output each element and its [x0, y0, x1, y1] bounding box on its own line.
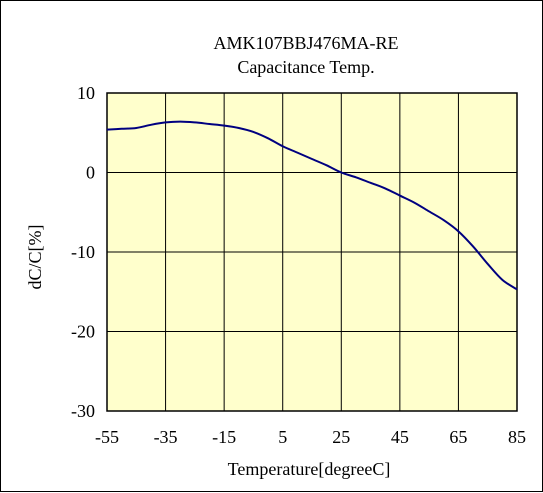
- grid-lines: [106, 92, 518, 412]
- chart-title: AMK107BBJ476MA-RE: [213, 33, 398, 53]
- series-line: [106, 120, 518, 291]
- x-tick-label: 5: [278, 427, 287, 447]
- x-tick-label: -55: [95, 427, 119, 447]
- y-tick-labels: -30 -20 -10 0 10: [71, 83, 95, 421]
- y-tick-label: -30: [71, 401, 95, 421]
- x-tick-label: 45: [391, 427, 409, 447]
- y-tick-label: 10: [77, 83, 95, 103]
- y-tick-label: -20: [71, 322, 95, 342]
- x-tick-label: 85: [508, 427, 526, 447]
- x-tick-label: -15: [212, 427, 236, 447]
- x-tick-labels: -55 -35 -15 5 25 45 65 85: [95, 427, 526, 447]
- x-tick-label: -35: [154, 427, 178, 447]
- y-tick-label: -10: [71, 242, 95, 262]
- x-axis-label: Temperature[degreeC]: [228, 459, 391, 479]
- y-axis-label: dC/C[%]: [25, 225, 45, 290]
- y-tick-label: 0: [86, 163, 95, 183]
- series-group: [106, 120, 518, 291]
- x-tick-label: 65: [449, 427, 467, 447]
- chart-subtitle: Capacitance Temp.: [237, 57, 374, 77]
- x-tick-label: 25: [332, 427, 350, 447]
